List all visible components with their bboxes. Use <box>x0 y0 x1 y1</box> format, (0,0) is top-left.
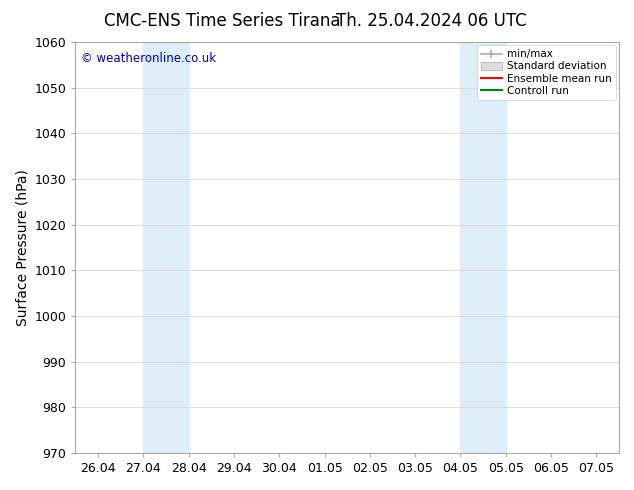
Bar <box>143 42 189 453</box>
Text: © weatheronline.co.uk: © weatheronline.co.uk <box>81 52 216 65</box>
Text: CMC-ENS Time Series Tirana: CMC-ENS Time Series Tirana <box>103 12 340 30</box>
Legend: min/max, Standard deviation, Ensemble mean run, Controll run: min/max, Standard deviation, Ensemble me… <box>477 45 616 100</box>
Bar <box>460 42 506 453</box>
Y-axis label: Surface Pressure (hPa): Surface Pressure (hPa) <box>15 169 29 326</box>
Text: Th. 25.04.2024 06 UTC: Th. 25.04.2024 06 UTC <box>336 12 526 30</box>
